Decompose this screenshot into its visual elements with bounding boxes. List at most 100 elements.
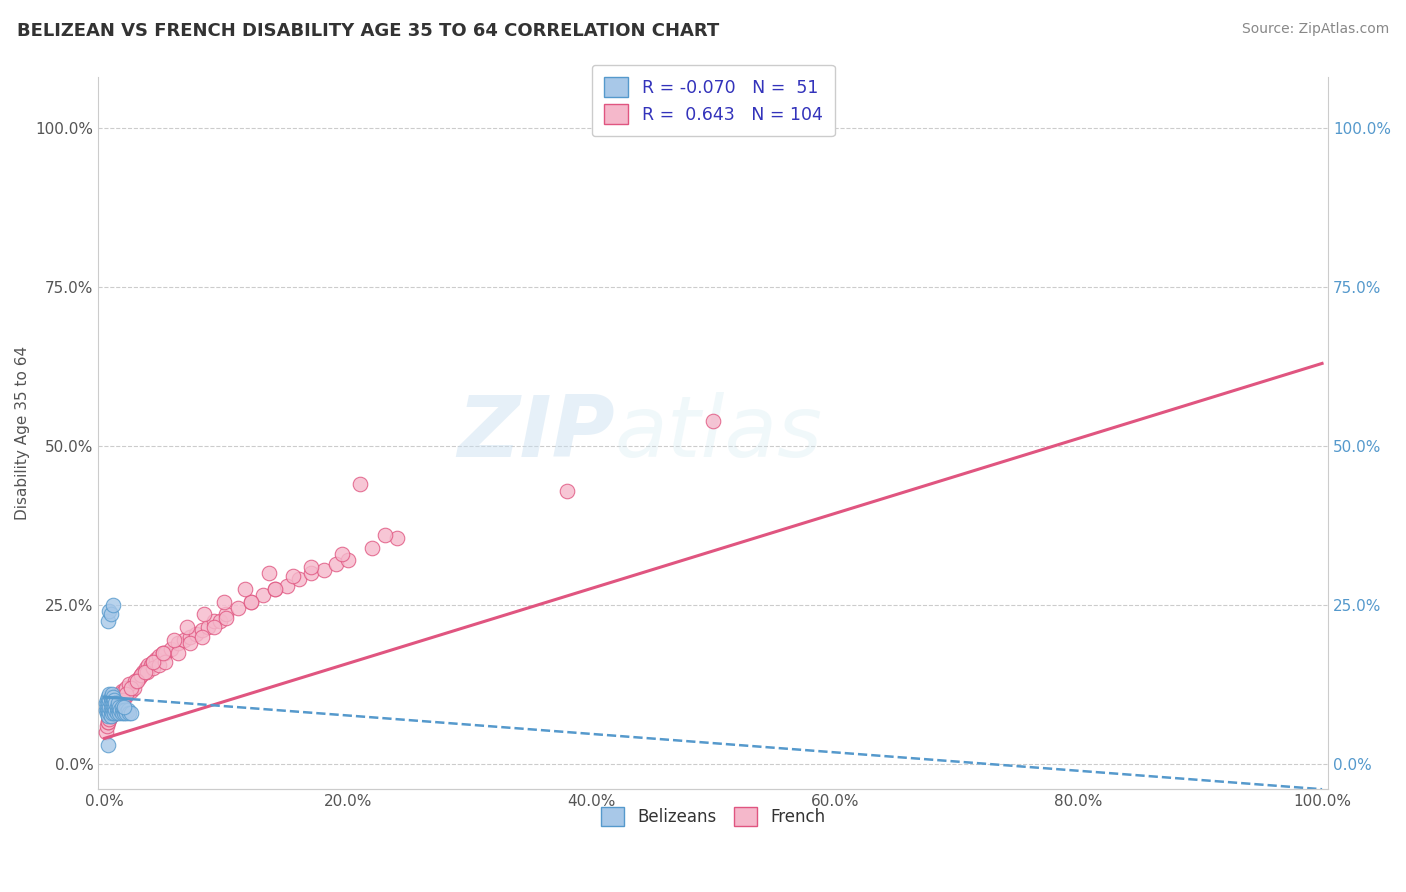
Point: [108, 693, 131, 707]
Point: [312, 563, 335, 577]
Point: [110, 683, 132, 698]
Point: [110, 693, 132, 707]
Point: [101, 598, 124, 612]
Point: [97, 715, 120, 730]
Point: [107, 699, 129, 714]
Point: [94, 697, 117, 711]
Point: [114, 703, 136, 717]
Point: [112, 683, 135, 698]
Point: [117, 683, 139, 698]
Point: [98, 712, 121, 726]
Point: [179, 630, 201, 644]
Point: [283, 569, 305, 583]
Point: [118, 706, 141, 720]
Point: [233, 582, 256, 596]
Point: [101, 687, 124, 701]
Point: [103, 693, 125, 707]
Text: ZIP: ZIP: [457, 392, 614, 475]
Point: [301, 559, 323, 574]
Point: [112, 706, 135, 720]
Point: [111, 703, 134, 717]
Point: [114, 690, 136, 704]
Point: [101, 690, 124, 704]
Point: [103, 699, 125, 714]
Point: [107, 697, 129, 711]
Point: [132, 665, 155, 679]
Point: [96, 706, 118, 720]
Point: [148, 658, 170, 673]
Point: [142, 655, 165, 669]
Point: [112, 687, 135, 701]
Point: [100, 709, 122, 723]
Point: [100, 607, 122, 622]
Point: [107, 703, 129, 717]
Point: [105, 706, 128, 720]
Point: [325, 557, 347, 571]
Text: atlas: atlas: [614, 392, 823, 475]
Point: [152, 646, 174, 660]
Point: [100, 709, 122, 723]
Point: [110, 703, 132, 717]
Point: [373, 528, 395, 542]
Point: [163, 632, 186, 647]
Point: [160, 642, 183, 657]
Point: [98, 699, 121, 714]
Point: [104, 703, 127, 717]
Point: [97, 715, 120, 730]
Point: [118, 681, 141, 695]
Point: [142, 661, 165, 675]
Point: [148, 648, 170, 663]
Point: [166, 636, 188, 650]
Point: [101, 703, 124, 717]
Point: [239, 595, 262, 609]
Point: [104, 697, 127, 711]
Point: [108, 706, 131, 720]
Text: Source: ZipAtlas.com: Source: ZipAtlas.com: [1241, 22, 1389, 37]
Point: [191, 630, 214, 644]
Point: [129, 668, 152, 682]
Point: [129, 668, 152, 682]
Point: [111, 690, 134, 704]
Point: [264, 582, 287, 596]
Point: [101, 697, 124, 711]
Point: [555, 483, 578, 498]
Point: [101, 699, 124, 714]
Point: [97, 709, 120, 723]
Point: [349, 477, 371, 491]
Point: [155, 646, 177, 660]
Point: [101, 706, 124, 720]
Point: [96, 699, 118, 714]
Point: [139, 658, 162, 673]
Point: [107, 697, 129, 711]
Point: [110, 697, 132, 711]
Point: [702, 414, 724, 428]
Point: [134, 665, 156, 679]
Point: [97, 738, 120, 752]
Point: [97, 690, 120, 704]
Point: [105, 690, 128, 704]
Point: [101, 706, 124, 720]
Text: BELIZEAN VS FRENCH DISABILITY AGE 35 TO 64 CORRELATION CHART: BELIZEAN VS FRENCH DISABILITY AGE 35 TO …: [17, 22, 718, 40]
Point: [212, 595, 235, 609]
Point: [105, 699, 128, 714]
Point: [94, 703, 117, 717]
Point: [100, 703, 122, 717]
Point: [98, 604, 121, 618]
Point: [120, 683, 142, 698]
Point: [103, 693, 125, 707]
Point: [94, 725, 117, 739]
Point: [112, 699, 135, 714]
Point: [193, 607, 215, 622]
Point: [145, 652, 167, 666]
Point: [215, 610, 238, 624]
Point: [276, 579, 298, 593]
Point: [120, 706, 142, 720]
Point: [104, 703, 127, 717]
Point: [202, 620, 225, 634]
Point: [105, 699, 128, 714]
Point: [100, 709, 122, 723]
Point: [110, 697, 132, 711]
Point: [101, 697, 124, 711]
Point: [103, 706, 125, 720]
Point: [100, 697, 122, 711]
